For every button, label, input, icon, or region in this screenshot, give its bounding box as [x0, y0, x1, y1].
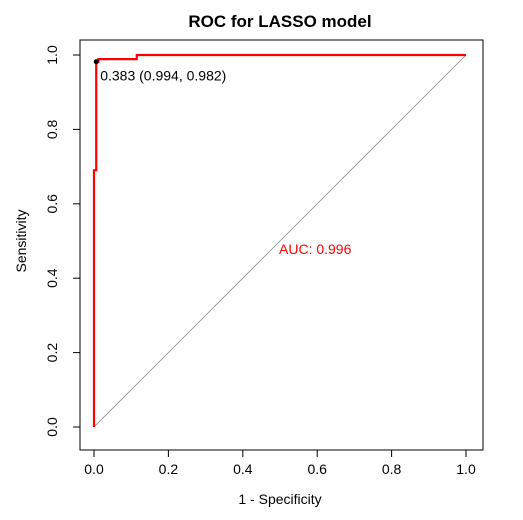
y-tick-label: 0.4 [44, 268, 60, 288]
x-axis-label: 1 - Specificity [238, 491, 321, 507]
y-tick-label: 0.0 [44, 417, 60, 437]
y-tick-label: 1.0 [44, 45, 60, 65]
y-tick-label: 0.6 [44, 194, 60, 214]
diagonal-reference-line [93, 54, 467, 428]
y-tick-label: 0.2 [44, 343, 60, 363]
x-tick-label: 0.6 [307, 461, 327, 477]
x-tick-label: 0.4 [233, 461, 253, 477]
x-tick-label: 1.0 [456, 461, 476, 477]
threshold-point [93, 59, 99, 65]
y-tick-label: 0.8 [44, 119, 60, 139]
chart-title: ROC for LASSO model [188, 12, 371, 31]
y-axis-label: Sensitivity [13, 209, 29, 272]
x-tick-label: 0.2 [159, 461, 179, 477]
x-tick-label: 0.0 [84, 461, 104, 477]
y-axis: 0.0 0.2 0.4 0.6 0.8 1.0 [44, 45, 81, 437]
plot-marks: 0.383 (0.994, 0.982) AUC: 0.996 [92, 53, 467, 428]
threshold-label: 0.383 (0.994, 0.982) [100, 68, 226, 84]
x-tick-label: 0.8 [382, 461, 402, 477]
auc-label: AUC: 0.996 [279, 241, 352, 257]
x-axis: 0.0 0.2 0.4 0.6 0.8 1.0 [84, 449, 476, 477]
